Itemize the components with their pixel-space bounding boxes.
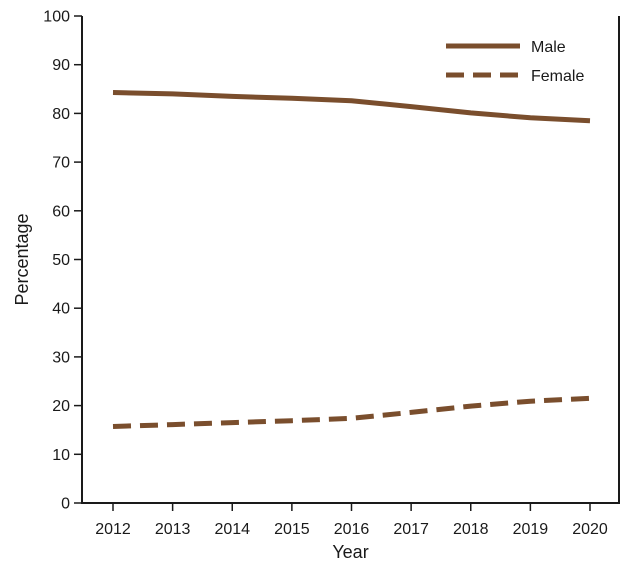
y-tick-label: 70 — [52, 155, 70, 172]
x-tick-label: 2014 — [214, 521, 250, 538]
x-tick-label: 2013 — [155, 521, 191, 538]
x-tick-label: 2019 — [513, 521, 549, 538]
y-tick-label: 90 — [52, 57, 70, 74]
y-tick-label: 0 — [61, 496, 70, 513]
series-lines — [112, 90, 591, 429]
x-tick-label: 2017 — [393, 521, 429, 538]
y-tick-label: 80 — [52, 106, 70, 123]
y-tick-label: 10 — [52, 447, 70, 464]
y-tick-label: 20 — [52, 398, 70, 415]
axes: 0 10 20 30 40 50 60 70 80 90 100 2012 2013 2014 2015 20… — [43, 9, 620, 538]
y-tick-label: 30 — [52, 349, 70, 366]
y-tick-label: 100 — [43, 9, 70, 26]
x-tick-label: 2016 — [334, 521, 370, 538]
x-tick-label: 2018 — [453, 521, 489, 538]
y-tick-label: 40 — [52, 301, 70, 318]
legend: Male Female — [446, 39, 584, 85]
y-axis-title: Percentage — [12, 213, 32, 305]
y-tick-label: 50 — [52, 252, 70, 269]
axes-frame — [81, 16, 620, 504]
x-tick-label: 2020 — [572, 521, 608, 538]
legend-label-female: Female — [531, 68, 584, 85]
x-tick-label: 2012 — [95, 521, 131, 538]
series-line-female — [112, 395, 591, 429]
x-axis-title: Year — [332, 542, 368, 562]
y-tick-label: 60 — [52, 203, 70, 220]
x-tick-label: 2015 — [274, 521, 310, 538]
series-line-male — [112, 90, 591, 124]
legend-label-male: Male — [531, 39, 566, 56]
